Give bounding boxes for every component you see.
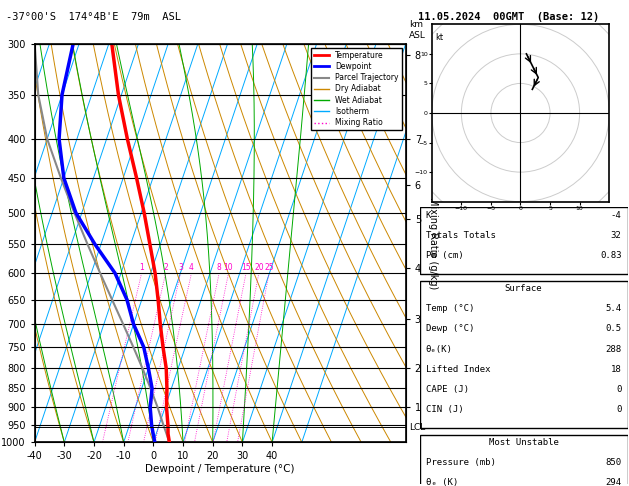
Text: 294: 294 [605,478,621,486]
Text: Most Unstable: Most Unstable [489,438,559,447]
Text: 8: 8 [217,263,221,272]
Text: Totals Totals: Totals Totals [426,231,496,240]
Text: θₑ (K): θₑ (K) [426,478,458,486]
Text: 2: 2 [164,263,168,272]
Legend: Temperature, Dewpoint, Parcel Trajectory, Dry Adiabat, Wet Adiabat, Isotherm, Mi: Temperature, Dewpoint, Parcel Trajectory… [311,48,402,130]
Text: kt: kt [435,33,443,42]
Text: 20: 20 [254,263,264,272]
Text: 25: 25 [264,263,274,272]
Text: CAPE (J): CAPE (J) [426,385,469,394]
Text: 0: 0 [616,405,621,414]
Text: 3: 3 [178,263,183,272]
Text: 1: 1 [139,263,144,272]
Text: 5.4: 5.4 [605,304,621,313]
Text: Surface: Surface [505,284,542,293]
Text: 0.5: 0.5 [605,324,621,333]
Bar [420,434,628,486]
Text: 11.05.2024  00GMT  (Base: 12): 11.05.2024 00GMT (Base: 12) [418,12,599,22]
Text: -4: -4 [611,211,621,220]
Text: 15: 15 [241,263,251,272]
X-axis label: Dewpoint / Temperature (°C): Dewpoint / Temperature (°C) [145,464,295,474]
Text: -37°00'S  174°4B'E  79m  ASL: -37°00'S 174°4B'E 79m ASL [6,12,181,22]
Bar [420,208,628,274]
Text: km
ASL: km ASL [409,20,426,40]
Text: 10: 10 [224,263,233,272]
Text: θₑ(K): θₑ(K) [426,345,453,353]
Text: 850: 850 [605,458,621,467]
Text: Pressure (mb): Pressure (mb) [426,458,496,467]
Text: K: K [426,211,431,220]
Text: Temp (°C): Temp (°C) [426,304,474,313]
Text: 0: 0 [616,385,621,394]
Text: CIN (J): CIN (J) [426,405,464,414]
Text: Lifted Index: Lifted Index [426,364,490,374]
Text: LCL: LCL [409,422,426,432]
Text: 32: 32 [611,231,621,240]
Text: 4: 4 [189,263,194,272]
Text: PW (cm): PW (cm) [426,251,464,260]
Text: 288: 288 [605,345,621,353]
Bar [420,280,628,428]
Text: Dewp (°C): Dewp (°C) [426,324,474,333]
Y-axis label: Mixing Ratio (g/kg): Mixing Ratio (g/kg) [428,197,438,289]
Text: 0.83: 0.83 [600,251,621,260]
Text: 18: 18 [611,364,621,374]
